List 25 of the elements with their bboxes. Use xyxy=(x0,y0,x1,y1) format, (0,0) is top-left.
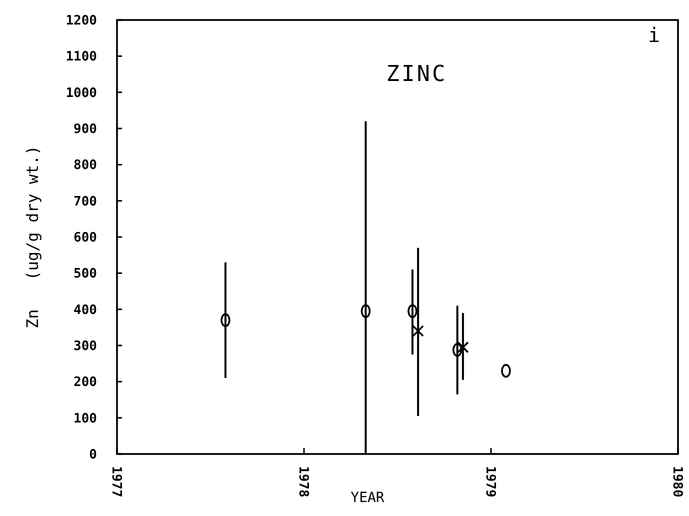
x-tick-label: 1979 xyxy=(482,466,498,498)
y-tick-label: 800 xyxy=(74,158,98,174)
y-tick-label: 500 xyxy=(74,266,98,282)
y-tick-label: 1100 xyxy=(66,50,98,65)
y-tick-label: 400 xyxy=(74,302,98,318)
y-tick-label: 600 xyxy=(74,230,98,246)
point xyxy=(360,304,371,318)
y-tick-label: 700 xyxy=(74,194,98,210)
x-tick-label: 1978 xyxy=(295,466,310,498)
y-tick-label: 300 xyxy=(74,339,98,354)
y-tick-label: 0 xyxy=(89,448,98,463)
point xyxy=(457,341,469,354)
text: ZINC xyxy=(386,62,448,87)
annotation: i xyxy=(648,23,660,47)
point xyxy=(452,342,462,357)
x-tick-label: 1980 xyxy=(669,466,684,498)
y-axis-title: Zn (ug/g dry wt.) xyxy=(23,145,42,329)
y-tick-label: 200 xyxy=(74,375,98,390)
y-tick-label: 900 xyxy=(74,122,98,138)
x-axis-title: YEAR xyxy=(350,490,385,506)
x-tick-label: 1977 xyxy=(108,466,124,498)
point xyxy=(412,325,424,337)
y-tick-label: 100 xyxy=(74,411,98,426)
y-tick-label: 1200 xyxy=(66,14,98,29)
y-tick-label: 1000 xyxy=(66,86,98,101)
